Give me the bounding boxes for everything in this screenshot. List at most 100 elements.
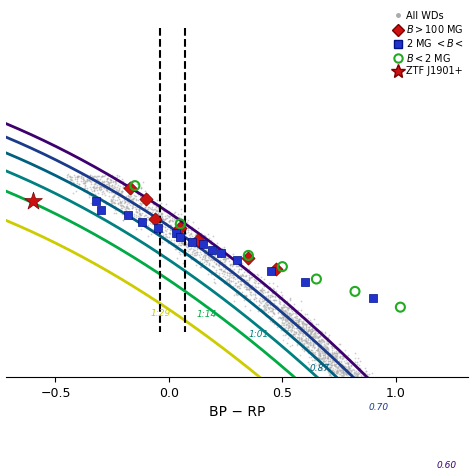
Point	[350, 373, 357, 381]
Point	[354, 364, 362, 372]
Point	[182, 242, 190, 249]
Point	[306, 328, 314, 335]
Point	[137, 184, 145, 192]
Point	[327, 365, 334, 372]
Point	[132, 197, 139, 204]
Legend: All WDs, $B > 100$ MG, 2 MG $< B <$, $B < 2$ MG, ZTF J1901+: All WDs, $B > 100$ MG, 2 MG $< B <$, $B …	[391, 7, 468, 80]
Point	[205, 246, 213, 253]
Point	[306, 345, 313, 353]
Point	[357, 368, 365, 376]
Point	[316, 348, 323, 356]
Point	[279, 327, 287, 334]
Point	[321, 334, 328, 341]
Point	[73, 177, 81, 185]
Point	[239, 272, 247, 279]
Point	[166, 212, 174, 220]
Point	[344, 366, 351, 374]
Point	[165, 218, 173, 225]
Point	[220, 245, 228, 253]
Point	[240, 296, 247, 303]
Point	[107, 198, 115, 205]
Point	[123, 202, 131, 210]
Point	[278, 316, 286, 323]
Point	[323, 337, 330, 345]
Point	[205, 255, 213, 262]
Point	[298, 323, 305, 330]
Point	[274, 305, 282, 313]
Point	[180, 235, 187, 242]
Point	[192, 255, 200, 263]
Point	[184, 247, 191, 255]
Point	[164, 223, 172, 231]
Point	[124, 204, 132, 211]
Point	[110, 182, 118, 189]
Point	[321, 334, 329, 342]
Point	[172, 245, 179, 253]
Point	[150, 218, 157, 226]
Point	[293, 320, 301, 328]
Point	[301, 329, 309, 337]
Point	[304, 343, 312, 351]
Point	[141, 203, 148, 211]
Point	[286, 314, 294, 322]
Point	[324, 346, 331, 354]
Point	[295, 331, 302, 339]
Point	[82, 179, 89, 186]
Point	[279, 318, 286, 326]
Point	[195, 231, 202, 238]
Point	[110, 210, 118, 217]
Point	[155, 204, 162, 212]
Point	[248, 285, 255, 293]
Point	[97, 195, 104, 203]
Point	[133, 225, 140, 233]
Point	[264, 295, 272, 303]
Point	[314, 333, 322, 341]
Point	[261, 299, 268, 307]
Point	[298, 324, 306, 331]
Point	[307, 346, 314, 354]
Point	[106, 177, 113, 184]
Point	[306, 330, 314, 337]
Point	[281, 301, 288, 309]
Point	[175, 227, 182, 234]
Point	[117, 197, 124, 205]
Point	[346, 365, 353, 372]
Point	[142, 206, 149, 214]
Point	[135, 206, 143, 213]
Point	[109, 178, 117, 185]
Point	[173, 245, 180, 253]
Point	[204, 230, 212, 237]
Point	[123, 201, 131, 208]
Point	[262, 303, 269, 311]
Point	[166, 217, 174, 224]
Point	[328, 366, 336, 374]
Point	[139, 195, 147, 202]
Point	[280, 309, 288, 316]
Point	[157, 214, 164, 221]
Point	[306, 341, 314, 348]
Point	[155, 211, 163, 219]
Point	[321, 343, 329, 351]
Point	[295, 324, 302, 331]
Point	[138, 218, 146, 226]
Point	[150, 220, 158, 228]
Point	[206, 256, 214, 264]
Point	[303, 339, 310, 346]
Point	[74, 173, 82, 180]
Point	[234, 273, 242, 281]
Point	[218, 258, 226, 266]
Point	[301, 331, 309, 338]
Point	[277, 326, 285, 334]
Point	[233, 256, 241, 264]
Point	[368, 369, 376, 377]
Point	[197, 263, 204, 270]
Point	[252, 297, 259, 304]
Point	[233, 255, 240, 263]
Point	[195, 245, 202, 252]
Point	[295, 328, 303, 336]
Point	[297, 336, 304, 343]
Point	[281, 319, 288, 327]
Point	[153, 211, 160, 219]
Point	[185, 246, 192, 253]
Point	[118, 197, 126, 204]
